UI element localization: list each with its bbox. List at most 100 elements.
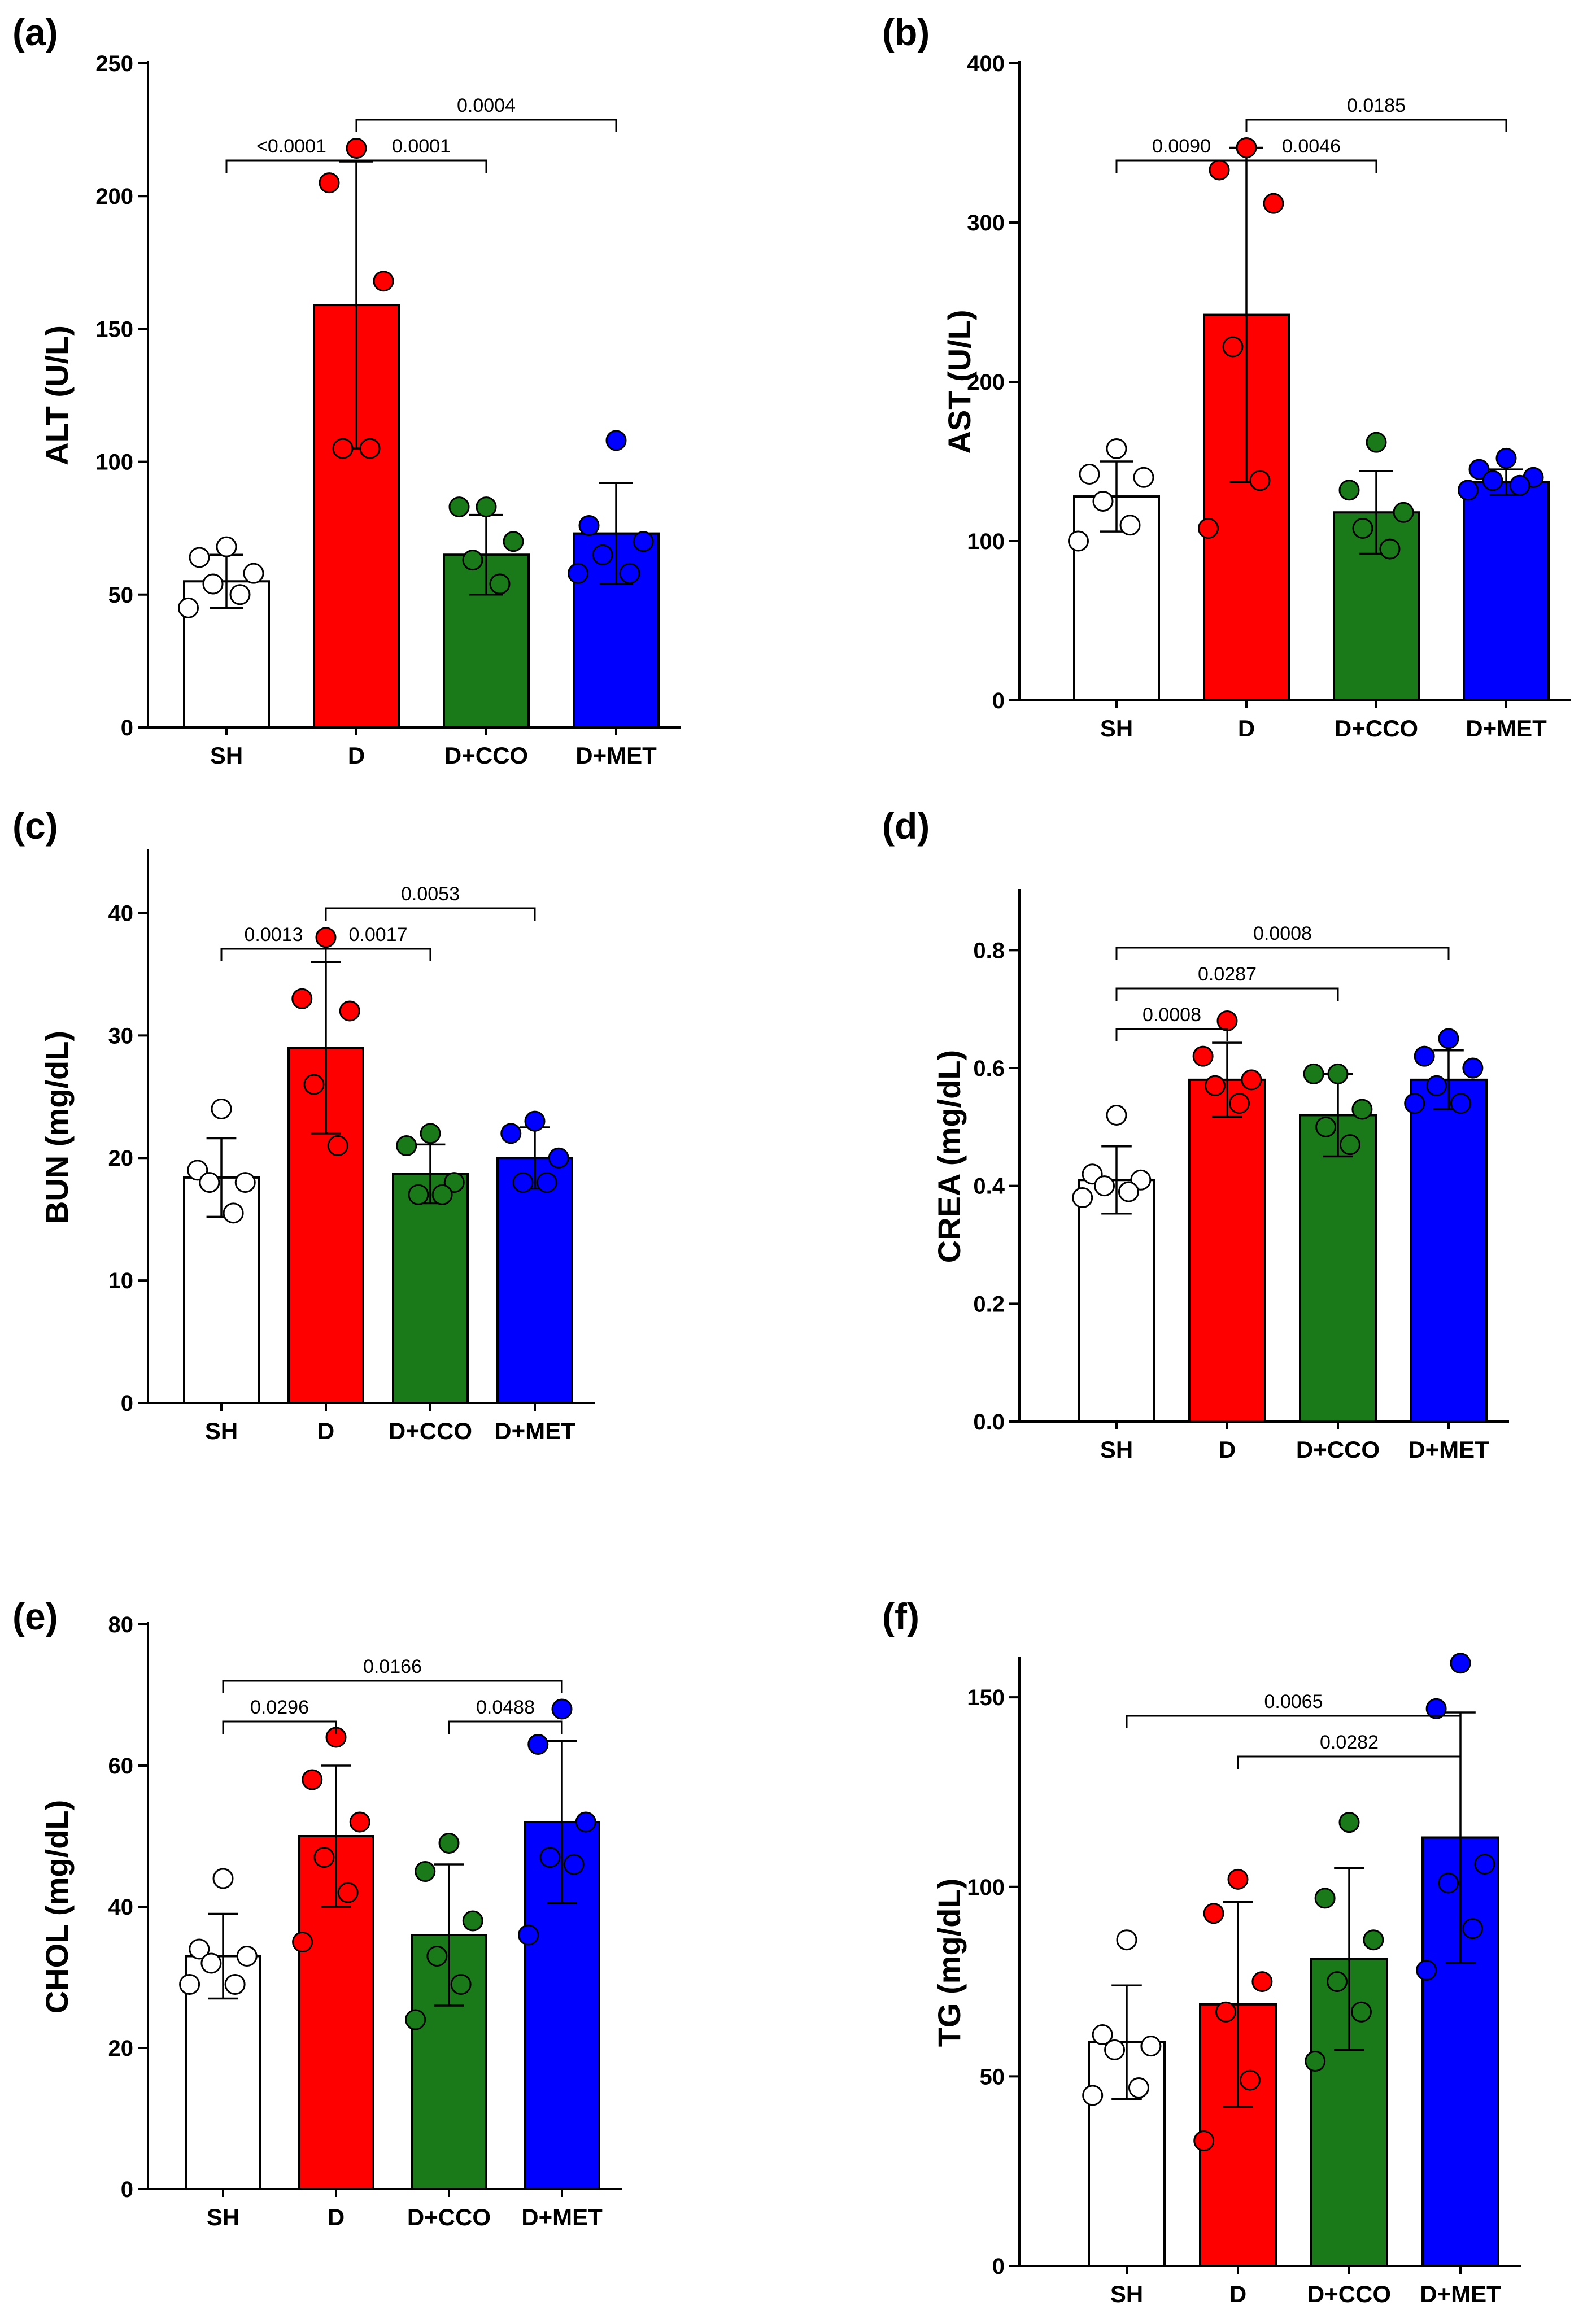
y-tick-label: 0.6 [973,1056,1005,1081]
data-point [1094,1175,1115,1197]
significance-bracket [355,159,487,173]
data-point [313,1847,335,1868]
panel-tag: (b) [882,11,930,53]
panel-b: (b) AST (U/L) 0 100 200 300 400 SH D D+CCO D+MET 0.… [882,11,1571,742]
data-point [189,547,210,568]
data-point [1314,1888,1336,1909]
y-axis-label: BUN (mg/dL) [39,1031,75,1224]
data-point [1495,447,1517,469]
x-tick-label: D+MET [1420,2281,1501,2307]
data-point [1209,159,1230,181]
data-point [1350,2001,1372,2023]
data-point [1079,464,1100,485]
y-axis-label: AST (U/L) [941,310,977,454]
data-point [1404,1093,1425,1114]
panel-f: (f) TG (mg/dL) 0 50 100 150 SH D D+CCO D+MET 0.028… [882,1596,1521,2307]
data-point [1192,1045,1214,1067]
y-tick-label: 20 [108,1146,134,1171]
data-point [1119,515,1141,536]
p-value-label: 0.0001 [392,136,451,157]
p-value-label: 0.0017 [349,924,408,945]
data-point [592,544,613,565]
p-value-label: 0.0090 [1152,136,1211,157]
data-point [578,515,600,536]
data-point [551,1698,573,1720]
significance-bracket [220,948,327,961]
data-point [1216,1010,1238,1032]
data-point [349,1811,370,1833]
y-axis-label: CREA (mg/dL) [931,1050,967,1263]
significance-bracket [1245,159,1377,173]
data-point [319,172,340,194]
data-point [489,573,511,595]
data-point [1425,1698,1447,1719]
p-value-label: 0.0287 [1198,964,1257,985]
data-point [575,1811,596,1833]
data-point [524,1110,546,1132]
significance-bracket [355,119,617,132]
data-point [1474,1853,1495,1875]
data-point [1092,2024,1113,2046]
data-point [1351,1099,1373,1120]
bar-d-met [1463,481,1550,701]
y-tick-label: 50 [980,2064,1005,2089]
data-point [1450,1653,1471,1674]
p-value-label: <0.0001 [256,136,326,157]
y-tick-label: 0.8 [973,938,1005,963]
x-tick-label: D [1229,2281,1246,2307]
data-point [1468,459,1490,480]
data-point [292,1932,313,1952]
p-value-label: 0.0166 [363,1656,422,1677]
data-point [1363,1929,1384,1951]
data-point [1416,1959,1437,1981]
data-point [605,430,627,451]
y-tick-label: 100 [967,1875,1005,1900]
data-point [408,1184,429,1205]
data-point [1072,1187,1093,1209]
data-point [1140,2036,1162,2057]
data-point [1462,1057,1484,1079]
x-tick-label: SH [205,1418,238,1444]
data-point [359,438,381,459]
data-point [1263,193,1284,214]
x-tick-label: D [348,742,365,769]
data-point [1338,1812,1360,1833]
data-point [420,1123,441,1144]
data-point [302,1769,323,1790]
data-point [234,1172,256,1193]
data-point [503,531,524,552]
data-point [189,1938,210,1960]
data-point [1339,1134,1360,1156]
y-tick-label: 0 [121,716,133,740]
data-point [199,1172,220,1193]
data-point [1458,480,1479,501]
data-point [303,1074,325,1095]
y-tick-label: 40 [108,901,134,926]
data-point [619,563,640,584]
data-point [1251,1971,1273,1993]
data-point [1438,1028,1459,1049]
p-value-label: 0.0046 [1282,136,1341,157]
data-point [1327,1971,1348,1993]
x-tick-label: SH [1110,2281,1143,2307]
panel-d: (d) CREA (mg/dL) 0.0 0.2 0.4 0.6 0.8 SH D D+CCO D+… [882,805,1509,1463]
data-point [1414,1045,1435,1067]
y-tick-label: 150 [967,1685,1005,1710]
data-point [223,1202,244,1224]
y-tick-label: 0.0 [973,1410,1005,1435]
data-point [1222,336,1244,358]
data-point [450,1974,472,1995]
data-point [224,1974,246,1995]
y-axis-label: CHOL (mg/dL) [39,1800,75,2013]
bar-d-cco [1299,1114,1377,1423]
y-tick-label: 0 [992,2254,1005,2279]
p-value-label: 0.0013 [245,924,303,945]
y-tick-label: 0 [992,688,1005,713]
x-tick-label: D [328,2204,345,2230]
p-value-label: 0.0008 [1143,1004,1201,1026]
significance-bracket [222,1720,337,1734]
significance-bracket [1245,119,1507,132]
y-tick-label: 0.2 [973,1292,1005,1317]
data-point [462,1910,483,1932]
